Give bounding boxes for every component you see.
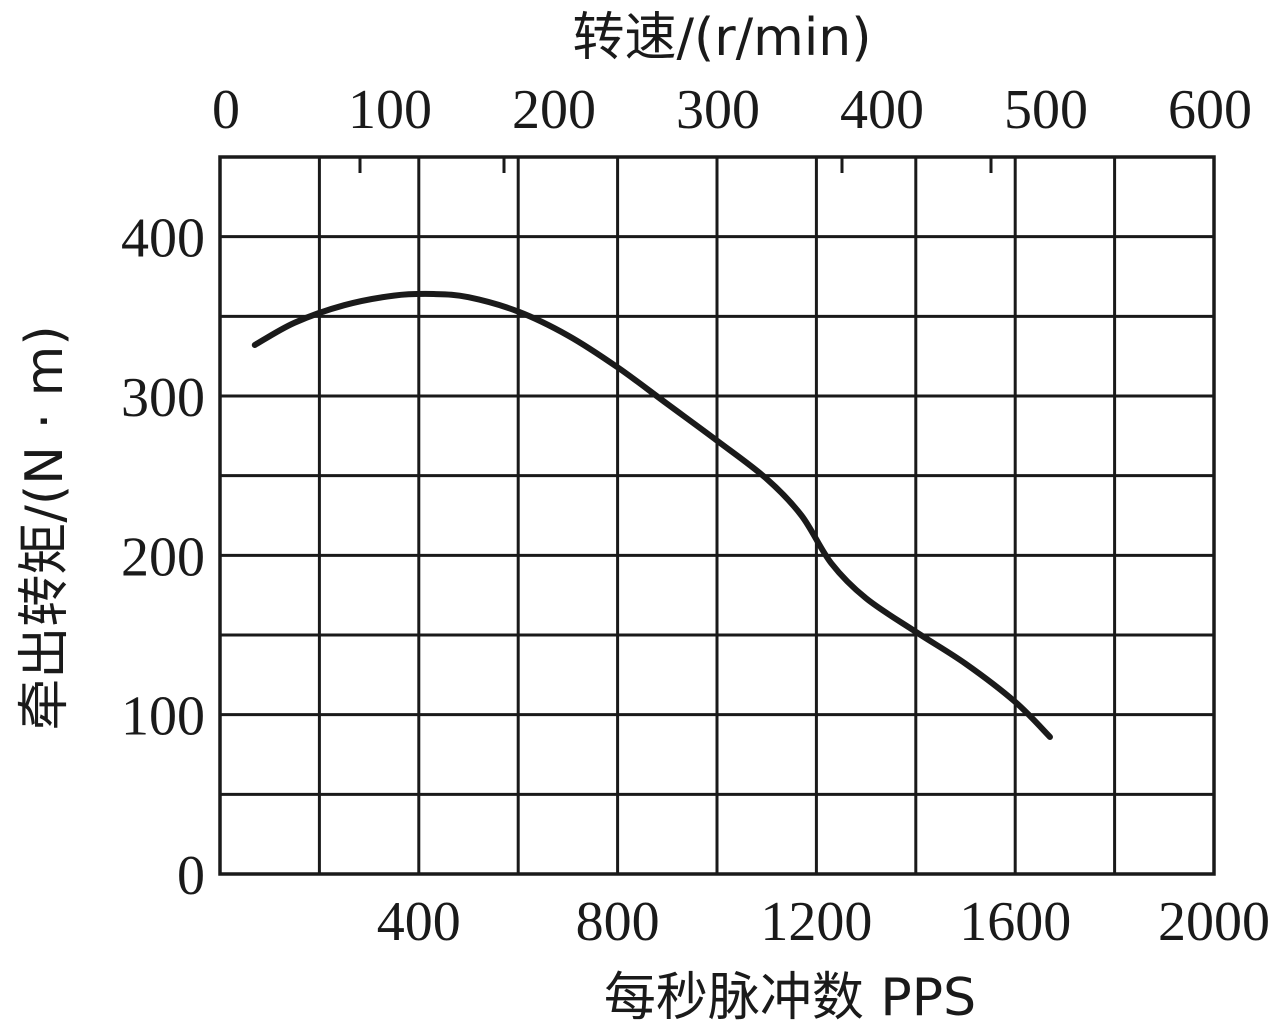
x2-tick-label: 400 [840,79,924,141]
x-axis-title: 每秒脉冲数 PPS [604,968,976,1027]
x-tick-label: 2000 [1158,891,1270,953]
y-axis-ticks: 0 100 200 300 400 [121,208,205,907]
y-tick-label: 300 [121,367,205,429]
y-axis-title: 牵出转矩/(N · m) [15,325,75,730]
x2-axis-ticks: 0 100 200 300 400 500 600 [212,79,1252,141]
x2-tick-label: 500 [1004,79,1088,141]
x-tick-label: 400 [377,891,461,953]
x2-tick-label: 100 [348,79,432,141]
plot-frame [218,155,1216,876]
grid [220,157,1214,874]
y-tick-label: 100 [121,686,205,748]
x-tick-label: 1600 [959,891,1071,953]
series-line [251,290,1053,740]
x2-tick-label: 200 [512,79,596,141]
y-tick-label: 400 [121,208,205,270]
x2-tick-label: 0 [212,79,240,141]
x2-tick-label: 300 [676,79,760,141]
x-tick-label: 800 [576,891,660,953]
x2-axis-title: 转速/(r/min) [572,8,871,68]
top-axis-marks [358,157,993,173]
x-tick-label: 1200 [760,891,872,953]
y-tick-label: 200 [121,526,205,588]
x-axis-ticks: 400 800 1200 1600 2000 [377,891,1270,953]
x2-tick-label: 600 [1168,79,1252,141]
series-layer [251,290,1053,740]
y-tick-label: 0 [177,845,205,907]
